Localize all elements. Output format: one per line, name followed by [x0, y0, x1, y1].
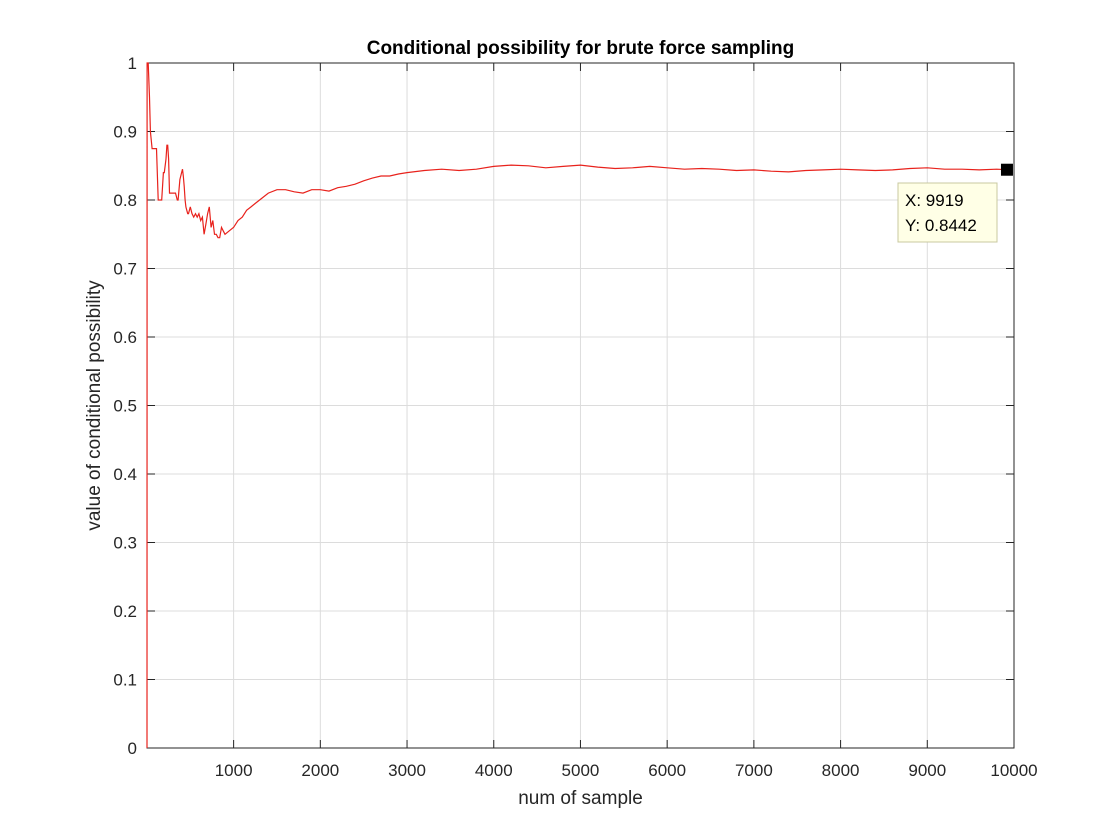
y-tick-label: 0.9 — [113, 123, 137, 142]
series-layer — [146, 62, 1008, 749]
y-tick-label: 0.1 — [113, 671, 137, 690]
x-axis-label: num of sample — [518, 788, 643, 809]
y-tick-label: 0.5 — [113, 397, 137, 416]
y-tick-label: 0.8 — [113, 191, 137, 210]
x-tick-label: 9000 — [908, 761, 946, 780]
x-tick-label: 1000 — [215, 761, 253, 780]
data-tip[interactable]: X: 9919 Y: 0.8442 — [897, 163, 1013, 243]
x-tick-label: 7000 — [735, 761, 773, 780]
y-tick-label: 0.6 — [113, 328, 137, 347]
y-tick-label: 1 — [128, 54, 137, 73]
y-tick-label: 0 — [128, 739, 137, 758]
y-axis-label: value of conditional possibility — [84, 280, 105, 531]
y-tick-label: 0.3 — [113, 534, 137, 553]
y-tick-label: 0.2 — [113, 602, 137, 621]
data-tip-marker[interactable] — [1000, 163, 1013, 176]
x-tick-label: 6000 — [648, 761, 686, 780]
data-tip-y-text: Y: 0.8442 — [905, 216, 977, 235]
chart-title: Conditional possibility for brute force … — [367, 38, 795, 59]
data-tip-x-text: X: 9919 — [905, 191, 964, 210]
axis-ticks: 1000 2000 3000 4000 5000 6000 7000 8000 9000 1000… — [113, 54, 1037, 780]
y-tick-label: 0.7 — [113, 260, 137, 279]
x-tick-label: 8000 — [822, 761, 860, 780]
x-tick-label: 10000 — [990, 761, 1037, 780]
x-tick-label: 3000 — [388, 761, 426, 780]
series-line — [146, 62, 1008, 749]
x-tick-label: 4000 — [475, 761, 513, 780]
y-tick-label: 0.4 — [113, 465, 137, 484]
x-tick-label: 2000 — [301, 761, 339, 780]
data-tip-box — [897, 182, 998, 243]
x-tick-label: 5000 — [562, 761, 600, 780]
grid-lines — [147, 62, 1015, 749]
